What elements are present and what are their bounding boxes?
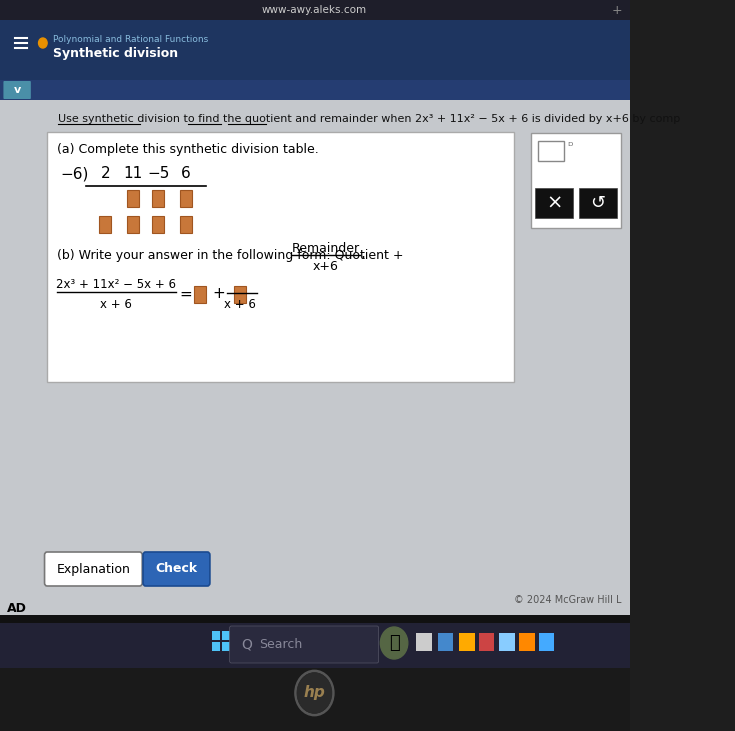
FancyBboxPatch shape xyxy=(0,623,630,668)
FancyBboxPatch shape xyxy=(416,633,431,651)
Text: 11: 11 xyxy=(123,167,143,181)
FancyBboxPatch shape xyxy=(4,81,31,99)
FancyBboxPatch shape xyxy=(0,20,630,80)
Text: −5: −5 xyxy=(147,167,170,181)
Circle shape xyxy=(381,627,408,659)
Text: Q: Q xyxy=(241,637,252,651)
FancyBboxPatch shape xyxy=(47,132,514,382)
FancyBboxPatch shape xyxy=(152,189,165,206)
FancyBboxPatch shape xyxy=(0,0,630,8)
Text: ×: × xyxy=(546,194,562,213)
Text: 2: 2 xyxy=(101,167,110,181)
FancyBboxPatch shape xyxy=(180,216,192,232)
FancyBboxPatch shape xyxy=(0,668,630,731)
FancyBboxPatch shape xyxy=(212,631,220,640)
Text: Remainder: Remainder xyxy=(292,241,359,254)
FancyBboxPatch shape xyxy=(538,141,564,161)
Text: Polynomial and Rational Functions: Polynomial and Rational Functions xyxy=(53,34,208,44)
FancyBboxPatch shape xyxy=(127,216,139,232)
FancyBboxPatch shape xyxy=(0,80,630,100)
Text: 6: 6 xyxy=(181,167,191,181)
FancyBboxPatch shape xyxy=(535,188,573,218)
Text: x + 6: x + 6 xyxy=(224,298,256,311)
FancyBboxPatch shape xyxy=(180,189,192,206)
FancyBboxPatch shape xyxy=(438,633,453,651)
FancyBboxPatch shape xyxy=(127,189,139,206)
FancyBboxPatch shape xyxy=(222,631,229,640)
Text: +: + xyxy=(612,4,622,17)
Text: AD: AD xyxy=(7,602,26,615)
FancyBboxPatch shape xyxy=(0,100,630,645)
Text: Use synthetic division to find the quotient and remainder when 2x³ + 11x² − 5x +: Use synthetic division to find the quoti… xyxy=(58,114,681,124)
FancyBboxPatch shape xyxy=(0,0,630,20)
FancyBboxPatch shape xyxy=(531,133,621,228)
FancyBboxPatch shape xyxy=(539,633,554,651)
FancyBboxPatch shape xyxy=(152,216,165,232)
Circle shape xyxy=(38,38,47,48)
Circle shape xyxy=(297,673,331,713)
Text: =: = xyxy=(179,287,193,301)
Text: www-awy.aleks.com: www-awy.aleks.com xyxy=(262,5,367,15)
FancyBboxPatch shape xyxy=(229,626,379,663)
FancyBboxPatch shape xyxy=(212,642,220,651)
Text: 🧑: 🧑 xyxy=(389,634,399,652)
Text: −6): −6) xyxy=(60,167,88,181)
FancyBboxPatch shape xyxy=(99,216,112,232)
Text: Check: Check xyxy=(155,562,198,575)
Text: x+6: x+6 xyxy=(312,260,339,273)
FancyBboxPatch shape xyxy=(500,633,515,651)
FancyBboxPatch shape xyxy=(579,188,617,218)
Text: v: v xyxy=(13,85,21,95)
Text: 2x³ + 11x² − 5x + 6: 2x³ + 11x² − 5x + 6 xyxy=(56,278,176,290)
FancyBboxPatch shape xyxy=(45,552,142,586)
Text: ↺: ↺ xyxy=(590,194,606,212)
Text: (b) Write your answer in the following form: Quotient +: (b) Write your answer in the following f… xyxy=(57,249,404,262)
FancyBboxPatch shape xyxy=(143,552,210,586)
FancyBboxPatch shape xyxy=(479,633,495,651)
FancyBboxPatch shape xyxy=(519,633,534,651)
Text: © 2024 McGraw Hill L: © 2024 McGraw Hill L xyxy=(514,595,621,605)
Text: Search: Search xyxy=(259,637,302,651)
FancyBboxPatch shape xyxy=(222,642,229,651)
Text: hp: hp xyxy=(304,686,326,700)
Text: x + 6: x + 6 xyxy=(100,298,132,311)
Text: Synthetic division: Synthetic division xyxy=(53,47,179,59)
Text: +: + xyxy=(212,287,225,301)
FancyBboxPatch shape xyxy=(234,286,246,303)
FancyBboxPatch shape xyxy=(193,286,206,303)
FancyBboxPatch shape xyxy=(459,633,475,651)
Text: ᴰ: ᴰ xyxy=(567,142,573,152)
Text: .: . xyxy=(360,246,365,262)
Text: (a) Complete this synthetic division table.: (a) Complete this synthetic division tab… xyxy=(57,143,319,156)
Text: Explanation: Explanation xyxy=(57,562,130,575)
FancyBboxPatch shape xyxy=(0,615,630,623)
